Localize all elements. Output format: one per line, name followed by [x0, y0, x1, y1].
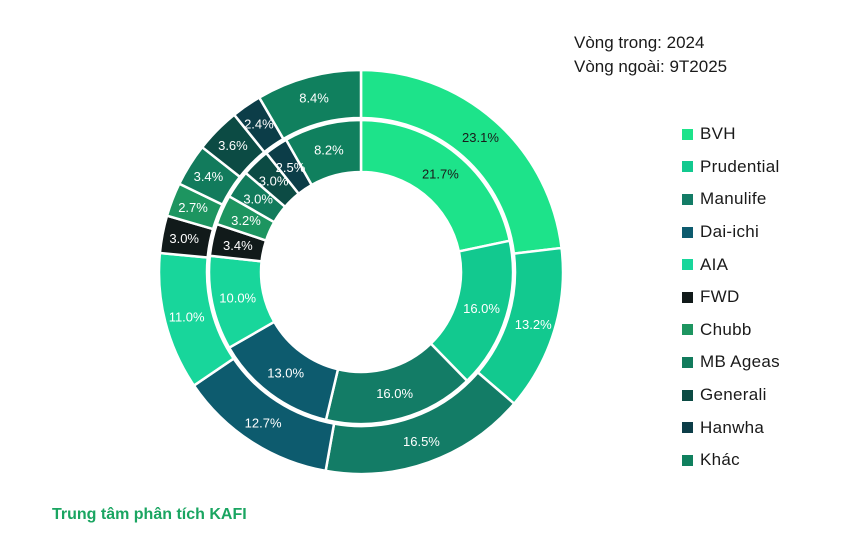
- legend-swatch: [682, 226, 693, 238]
- legend-item-mb-ageas: MB Ageas: [682, 346, 780, 379]
- outer-label-generali: 3.6%: [218, 138, 248, 153]
- legend-item-aia: AIA: [682, 248, 780, 281]
- legend-item-dai-ichi: Dai-ichi: [682, 216, 780, 249]
- legend-label: Chubb: [700, 319, 752, 339]
- inner-label-chubb: 3.2%: [231, 213, 261, 228]
- inner-ring: [207, 118, 515, 426]
- legend-swatch: [682, 324, 693, 336]
- legend-label: AIA: [700, 254, 729, 274]
- legend-swatch: [682, 389, 693, 401]
- outer-ring: [157, 68, 565, 476]
- outer-label-hanwha: 2.4%: [244, 116, 274, 131]
- legend-label: FWD: [700, 287, 740, 307]
- legend-swatch: [682, 259, 693, 271]
- inner-label-generali: 3.0%: [259, 174, 289, 189]
- outer-label-mb-ageas: 3.4%: [194, 169, 224, 184]
- legend-swatch: [682, 422, 693, 434]
- legend-label: MB Ageas: [700, 352, 780, 372]
- legend-item-chubb: Chubb: [682, 314, 780, 347]
- legend-swatch: [682, 161, 693, 173]
- inner-label-dai-ichi: 13.0%: [267, 365, 304, 380]
- source-note: Trung tâm phân tích KAFI: [52, 506, 247, 523]
- outer-label-manulife: 16.5%: [403, 434, 440, 449]
- inner-ring-label: Vòng trong: 2024: [574, 33, 705, 52]
- outer-slice-kh-c: [258, 68, 363, 141]
- inner-slice-kh-c: [284, 118, 363, 187]
- legend-swatch: [682, 291, 693, 303]
- outer-label-fwd: 3.0%: [169, 231, 199, 246]
- legend-item-prudential: Prudential: [682, 151, 780, 184]
- inner-label-bvh: 21.7%: [422, 167, 459, 182]
- legend-item-kh-c: Khác: [682, 444, 780, 477]
- inner-label-fwd: 3.4%: [223, 238, 253, 253]
- legend-label: Dai-ichi: [700, 222, 760, 242]
- legend-item-hanwha: Hanwha: [682, 411, 780, 444]
- legend-swatch: [682, 356, 693, 368]
- legend-label: Generali: [700, 385, 767, 405]
- legend-label: Manulife: [700, 189, 767, 209]
- legend-item-generali: Generali: [682, 379, 780, 412]
- outer-label-aia: 11.0%: [169, 309, 205, 324]
- outer-label-dai-ichi: 12.7%: [245, 416, 282, 431]
- inner-label-manulife: 16.0%: [376, 386, 413, 401]
- inner-label-hanwha: 2.5%: [276, 160, 306, 175]
- legend-item-bvh: BVH: [682, 118, 780, 151]
- legend-label: Prudential: [700, 156, 780, 176]
- legend-label: Khác: [700, 450, 740, 470]
- chart-legend: BVH Prudential Manulife Dai-ichi AIA FWD Chubb…: [682, 118, 780, 477]
- legend-swatch: [682, 454, 693, 466]
- inner-label-kh-c: 8.2%: [314, 143, 344, 158]
- outer-label-kh-c: 8.4%: [299, 91, 329, 106]
- inner-label-aia: 10.0%: [219, 290, 256, 305]
- outer-ring-label: Vòng ngoài: 9T2025: [574, 57, 728, 76]
- legend-item-fwd: FWD: [682, 281, 780, 314]
- legend-swatch: [682, 128, 693, 140]
- inner-label-mb-ageas: 3.0%: [243, 192, 273, 207]
- outer-label-chubb: 2.7%: [178, 200, 208, 215]
- legend-swatch: [682, 193, 693, 205]
- legend-item-manulife: Manulife: [682, 183, 780, 216]
- legend-label: BVH: [700, 124, 736, 144]
- ring-note: Vòng trong: 2024 Vòng ngoài: 9T2025: [574, 31, 727, 79]
- outer-label-prudential: 13.2%: [515, 317, 552, 332]
- inner-label-prudential: 16.0%: [463, 301, 500, 316]
- legend-label: Hanwha: [700, 417, 765, 437]
- outer-label-bvh: 23.1%: [462, 130, 499, 145]
